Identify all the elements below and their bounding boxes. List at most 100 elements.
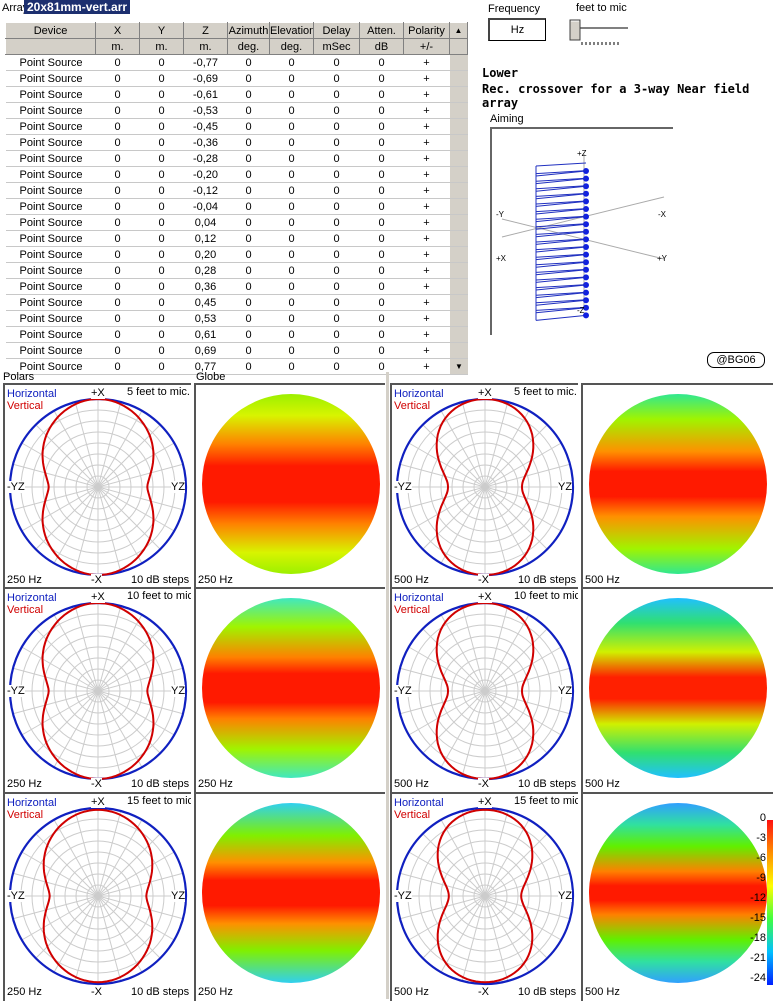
- cell-el[interactable]: 0: [269, 102, 314, 119]
- cell-y[interactable]: 0: [139, 246, 184, 263]
- cell-atten[interactable]: 0: [359, 150, 404, 167]
- cell-pol[interactable]: +: [403, 326, 450, 343]
- table-row[interactable]: Point Source 0 0 0,12 0 0 0 0 +: [5, 230, 468, 247]
- cell-x[interactable]: 0: [95, 150, 140, 167]
- cell-atten[interactable]: 0: [359, 278, 404, 295]
- cell-x[interactable]: 0: [95, 310, 140, 327]
- cell-y[interactable]: 0: [139, 230, 184, 247]
- table-row[interactable]: Point Source 0 0 -0,45 0 0 0 0 +: [5, 118, 468, 135]
- table-row[interactable]: Point Source 0 0 -0,53 0 0 0 0 +: [5, 102, 468, 119]
- cell-device[interactable]: Point Source: [5, 54, 96, 71]
- cell-az[interactable]: 0: [227, 182, 270, 199]
- cell-az[interactable]: 0: [227, 246, 270, 263]
- cell-z[interactable]: -0,12: [183, 182, 228, 199]
- scrollbar-track[interactable]: [449, 134, 468, 151]
- cell-atten[interactable]: 0: [359, 166, 404, 183]
- cell-pol[interactable]: +: [403, 230, 450, 247]
- cell-device[interactable]: Point Source: [5, 70, 96, 87]
- column-header-7[interactable]: Atten.: [359, 22, 404, 39]
- column-header-2[interactable]: Y: [139, 22, 184, 39]
- cell-device[interactable]: Point Source: [5, 230, 96, 247]
- cell-atten[interactable]: 0: [359, 86, 404, 103]
- table-row[interactable]: Point Source 0 0 0,04 0 0 0 0 +: [5, 214, 468, 231]
- cell-delay[interactable]: 0: [313, 70, 360, 87]
- cell-z[interactable]: -0,04: [183, 198, 228, 215]
- cell-device[interactable]: Point Source: [5, 86, 96, 103]
- scrollbar-track[interactable]: [449, 246, 468, 263]
- scrollbar-track[interactable]: [449, 70, 468, 87]
- cell-z[interactable]: -0,77: [183, 54, 228, 71]
- cell-y[interactable]: 0: [139, 166, 184, 183]
- scrollbar-track[interactable]: [449, 166, 468, 183]
- cell-z[interactable]: 0,53: [183, 310, 228, 327]
- cell-z[interactable]: 0,28: [183, 262, 228, 279]
- cell-device[interactable]: Point Source: [5, 358, 96, 375]
- cell-el[interactable]: 0: [269, 214, 314, 231]
- cell-delay[interactable]: 0: [313, 246, 360, 263]
- cell-pol[interactable]: +: [403, 166, 450, 183]
- cell-x[interactable]: 0: [95, 70, 140, 87]
- cell-az[interactable]: 0: [227, 342, 270, 359]
- cell-pol[interactable]: +: [403, 182, 450, 199]
- cell-delay[interactable]: 0: [313, 54, 360, 71]
- table-row[interactable]: Point Source 0 0 0,36 0 0 0 0 +: [5, 278, 468, 295]
- cell-atten[interactable]: 0: [359, 214, 404, 231]
- scrollbar-track[interactable]: [449, 54, 468, 71]
- table-row[interactable]: Point Source 0 0 -0,04 0 0 0 0 +: [5, 198, 468, 215]
- cell-x[interactable]: 0: [95, 246, 140, 263]
- cell-x[interactable]: 0: [95, 198, 140, 215]
- cell-y[interactable]: 0: [139, 86, 184, 103]
- cell-z[interactable]: 0,69: [183, 342, 228, 359]
- cell-pol[interactable]: +: [403, 262, 450, 279]
- scrollbar-track[interactable]: [449, 342, 468, 359]
- cell-y[interactable]: 0: [139, 150, 184, 167]
- cell-pol[interactable]: +: [403, 246, 450, 263]
- cell-az[interactable]: 0: [227, 262, 270, 279]
- cell-el[interactable]: 0: [269, 54, 314, 71]
- cell-az[interactable]: 0: [227, 86, 270, 103]
- scrollbar-track[interactable]: [449, 310, 468, 327]
- cell-device[interactable]: Point Source: [5, 262, 96, 279]
- cell-delay[interactable]: 0: [313, 358, 360, 375]
- cell-y[interactable]: 0: [139, 70, 184, 87]
- cell-pol[interactable]: +: [403, 102, 450, 119]
- cell-device[interactable]: Point Source: [5, 166, 96, 183]
- cell-x[interactable]: 0: [95, 326, 140, 343]
- cell-atten[interactable]: 0: [359, 310, 404, 327]
- cell-az[interactable]: 0: [227, 54, 270, 71]
- table-row[interactable]: Point Source 0 0 -0,36 0 0 0 0 +: [5, 134, 468, 151]
- cell-x[interactable]: 0: [95, 166, 140, 183]
- table-row[interactable]: Point Source 0 0 0,28 0 0 0 0 +: [5, 262, 468, 279]
- cell-x[interactable]: 0: [95, 294, 140, 311]
- cell-pol[interactable]: +: [403, 198, 450, 215]
- cell-delay[interactable]: 0: [313, 294, 360, 311]
- cell-y[interactable]: 0: [139, 198, 184, 215]
- cell-z[interactable]: 0,61: [183, 326, 228, 343]
- cell-az[interactable]: 0: [227, 278, 270, 295]
- cell-atten[interactable]: 0: [359, 230, 404, 247]
- cell-pol[interactable]: +: [403, 358, 450, 375]
- cell-y[interactable]: 0: [139, 278, 184, 295]
- table-row[interactable]: Point Source 0 0 0,77 0 0 0 0 +: [5, 358, 468, 375]
- cell-device[interactable]: Point Source: [5, 118, 96, 135]
- scrollbar-track[interactable]: [449, 38, 468, 55]
- cell-pol[interactable]: +: [403, 294, 450, 311]
- column-header-1[interactable]: X: [95, 22, 140, 39]
- cell-x[interactable]: 0: [95, 342, 140, 359]
- cell-y[interactable]: 0: [139, 342, 184, 359]
- frequency-field[interactable]: Hz: [488, 18, 546, 41]
- cell-x[interactable]: 0: [95, 262, 140, 279]
- cell-device[interactable]: Point Source: [5, 278, 96, 295]
- table-row[interactable]: Point Source 0 0 -0,12 0 0 0 0 +: [5, 182, 468, 199]
- cell-y[interactable]: 0: [139, 54, 184, 71]
- cell-pol[interactable]: +: [403, 310, 450, 327]
- scrollbar-track[interactable]: [449, 150, 468, 167]
- table-row[interactable]: Point Source 0 0 0,45 0 0 0 0 +: [5, 294, 468, 311]
- cell-atten[interactable]: 0: [359, 246, 404, 263]
- cell-az[interactable]: 0: [227, 150, 270, 167]
- cell-z[interactable]: -0,69: [183, 70, 228, 87]
- table-row[interactable]: Point Source 0 0 0,53 0 0 0 0 +: [5, 310, 468, 327]
- cell-delay[interactable]: 0: [313, 214, 360, 231]
- cell-delay[interactable]: 0: [313, 166, 360, 183]
- cell-az[interactable]: 0: [227, 198, 270, 215]
